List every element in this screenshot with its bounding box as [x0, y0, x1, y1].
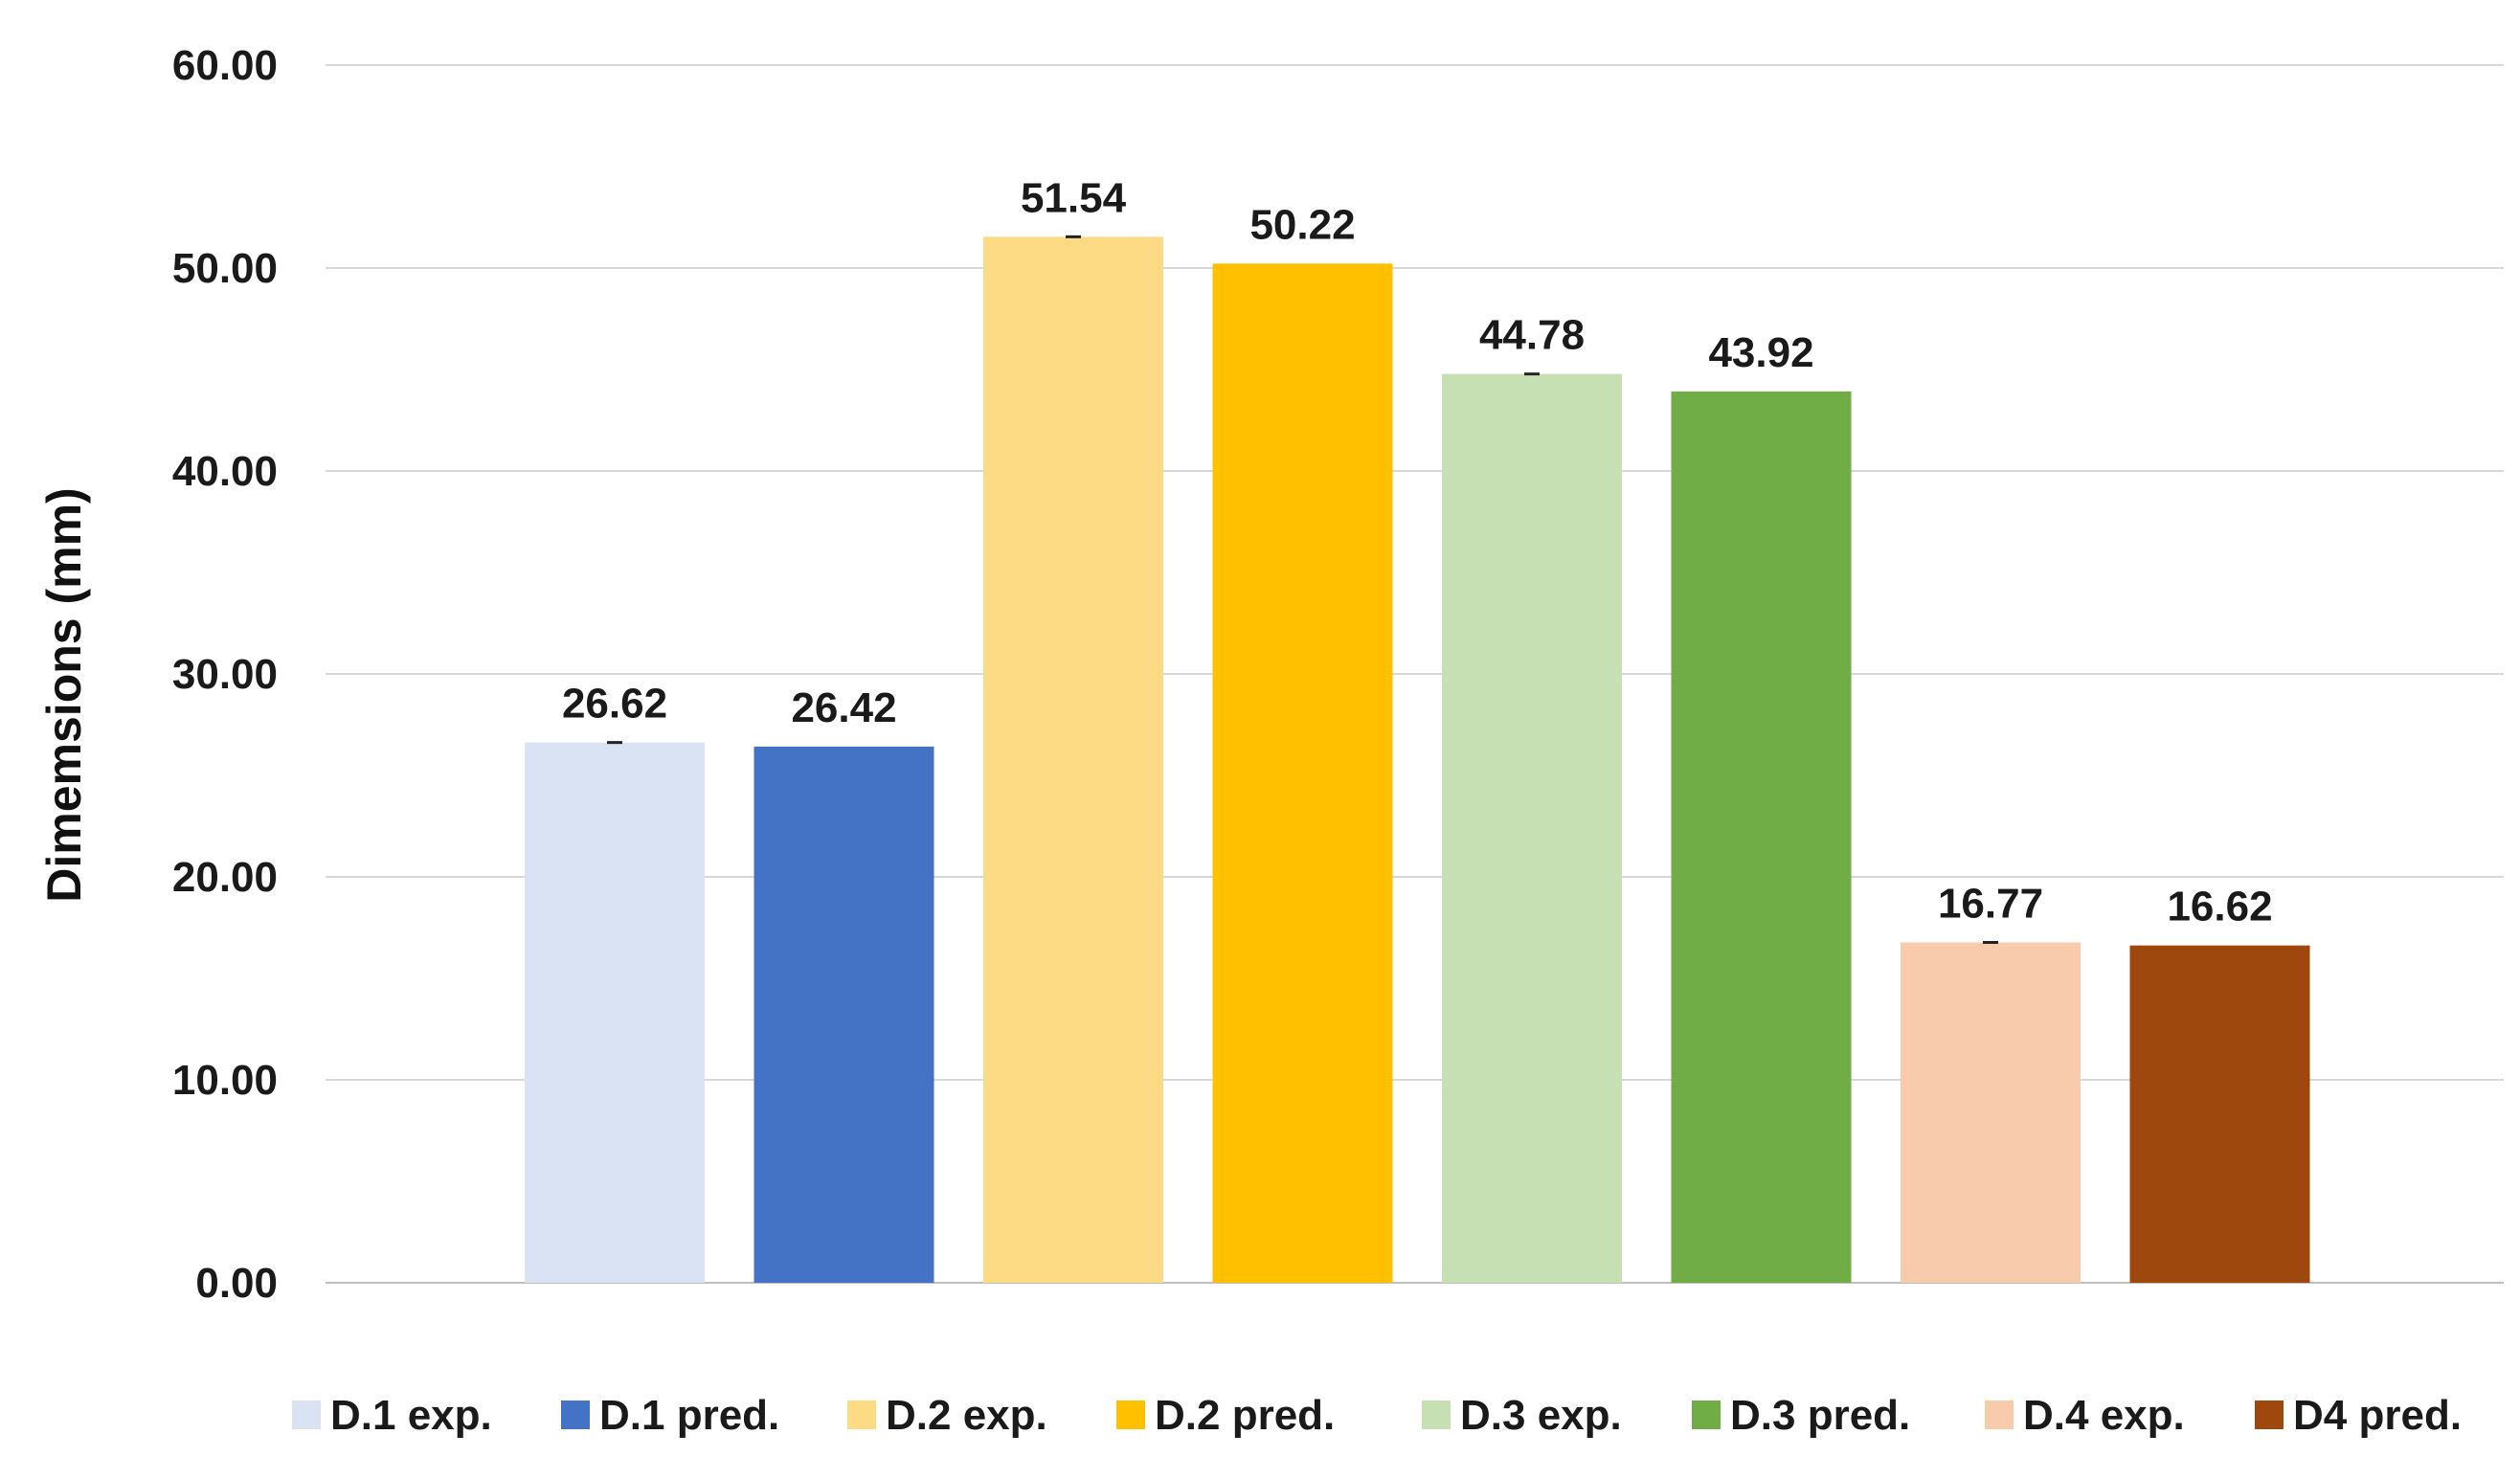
bar [983, 236, 1163, 1283]
data-label: 16.62 [2167, 884, 2272, 930]
data-label: 26.42 [791, 684, 896, 731]
legend-swatch [561, 1401, 590, 1429]
bars [525, 235, 2310, 1284]
bar [1442, 373, 1622, 1283]
legend-swatch [1422, 1401, 1451, 1429]
data-label: 44.78 [1479, 312, 1585, 359]
legend: D.1 exp. D.1 pred. D.2 exp. D.2 pred. D.3 ex… [292, 1392, 2462, 1439]
data-label: 16.77 [1938, 880, 2043, 927]
data-label: 51.54 [1021, 174, 1127, 221]
legend-label: D.3 exp. [1460, 1392, 1622, 1439]
bar [1671, 391, 1852, 1283]
legend-swatch [1985, 1401, 2014, 1429]
data-label: 43.92 [1708, 329, 1813, 376]
legend-label: D4 pred. [2293, 1392, 2462, 1439]
data-labels: 26.62 26.42 51.54 50.22 44.78 43.92 16.77 16.62 [562, 174, 2273, 930]
bar [2129, 945, 2310, 1283]
legend-swatch [1116, 1401, 1145, 1429]
legend-swatch [292, 1401, 321, 1429]
bar [1901, 942, 2081, 1283]
data-label: 50.22 [1249, 201, 1355, 248]
legend-label: D.4 exp. [2023, 1392, 2185, 1439]
bar [525, 742, 705, 1283]
y-tick-label: 0.00 [195, 1260, 278, 1307]
legend-swatch [2255, 1401, 2284, 1429]
legend-swatch [1692, 1401, 1721, 1429]
y-tick-label: 30.00 [172, 651, 278, 698]
y-tick-label: 10.00 [172, 1057, 278, 1104]
y-tick-label: 50.00 [172, 245, 278, 292]
y-tick-label: 40.00 [172, 448, 278, 495]
data-label: 26.62 [562, 681, 667, 728]
bar [1212, 263, 1393, 1284]
y-tick-label: 20.00 [172, 854, 278, 901]
y-axis-title: Dimemsions (mm) [37, 487, 91, 902]
y-axis-tick-labels: 0.00 10.00 20.00 30.00 40.00 50.00 60.00 [172, 42, 278, 1307]
legend-label: D.3 pred. [1730, 1392, 1910, 1439]
legend-label: D.1 pred. [599, 1392, 779, 1439]
legend-label: D.2 exp. [886, 1392, 1047, 1439]
y-tick-label: 60.00 [172, 42, 278, 89]
legend-label: D.1 exp. [330, 1392, 492, 1439]
legend-label: D.2 pred. [1155, 1392, 1335, 1439]
legend-swatch [847, 1401, 876, 1429]
bar [754, 746, 934, 1283]
